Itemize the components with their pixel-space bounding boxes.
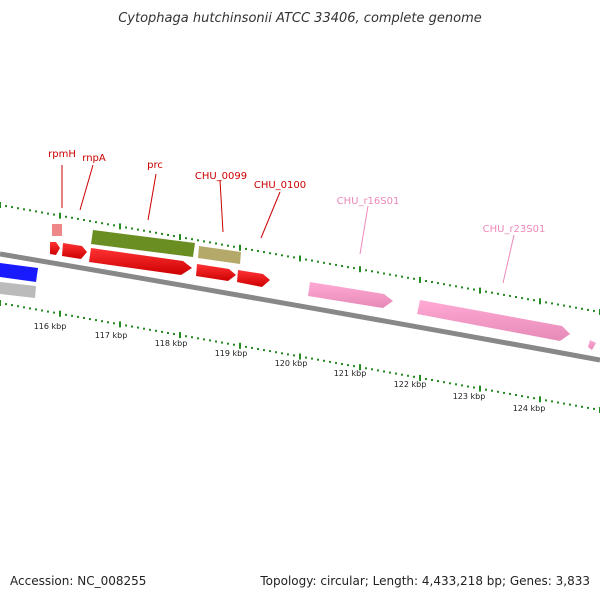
feature-track-left (0, 263, 38, 298)
leader-rnpA (79, 164, 94, 211)
gene-label-layer: rpmH rnpA prc CHU_0099 CHU_0100 CHU_r16S… (48, 149, 546, 284)
feature-prc (89, 248, 192, 275)
gene-label-prc: prc (147, 160, 163, 171)
ruler-label-122: 122 kbp (394, 380, 427, 389)
genome-backbone (0, 251, 600, 363)
leader-CHU-r16S01 (359, 205, 369, 255)
ruler-label-117: 117 kbp (95, 331, 128, 340)
ruler-label-124: 124 kbp (513, 404, 546, 413)
outer-tick-ring (0, 202, 600, 315)
feature-rnpA-small (50, 242, 60, 255)
gene-label-CHU-0100: CHU_0100 (254, 180, 306, 191)
feature-CHU-0099 (196, 264, 236, 281)
leader-CHU-0099 (219, 179, 224, 233)
genome-summary-text: Topology: circular; Length: 4,433,218 bp… (259, 574, 590, 588)
inner-tick-ring (0, 300, 600, 413)
map-title: Cytophaga hutchinsonii ATCC 33406, compl… (118, 11, 482, 26)
ruler-label-118: 118 kbp (155, 339, 188, 348)
leader-CHU-0100 (260, 191, 281, 239)
feature-track-forward (50, 224, 596, 350)
feature-CHU-r16S01 (308, 282, 393, 308)
feature-prc-olive (91, 230, 195, 257)
gene-label-CHU-0099: CHU_0099 (195, 171, 247, 182)
ruler-labels: 116 kbp 117 kbp 118 kbp 119 kbp 120 kbp … (34, 322, 546, 413)
feature-blue (0, 263, 38, 282)
accession-text: Accession: NC_008255 (10, 574, 146, 588)
ruler-label-123: 123 kbp (453, 392, 486, 401)
ruler-label-121: 121 kbp (334, 369, 367, 378)
gene-label-CHU-r16S01: CHU_r16S01 (337, 196, 400, 207)
gene-label-CHU-r23S01: CHU_r23S01 (483, 224, 546, 235)
feature-gray (0, 282, 36, 298)
gene-label-rnpA: rnpA (82, 153, 106, 164)
feature-partial-pink (588, 340, 596, 350)
ruler-label-120: 120 kbp (275, 359, 308, 368)
feature-CHU-0100 (237, 270, 270, 287)
feature-rpmH (52, 224, 62, 236)
leader-CHU-r23S01 (502, 234, 515, 284)
feature-CHU-r23S01 (417, 300, 570, 341)
gene-label-rpmH: rpmH (48, 149, 76, 160)
leader-prc (147, 173, 157, 221)
feature-CHU-0099-khaki (198, 246, 241, 264)
ruler-label-116: 116 kbp (34, 322, 67, 331)
ruler-label-119: 119 kbp (215, 349, 248, 358)
feature-rnpA (62, 243, 87, 259)
